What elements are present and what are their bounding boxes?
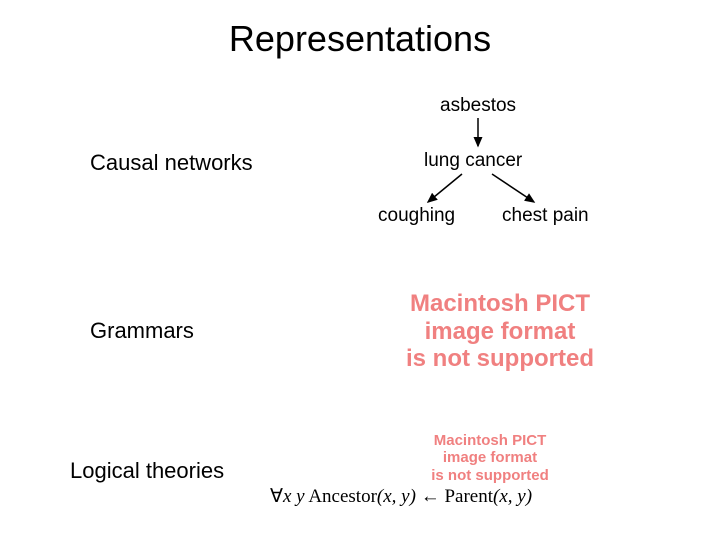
graph-edge (492, 174, 534, 202)
pict-line: is not supported (400, 467, 580, 484)
pict-line: image format (400, 449, 580, 466)
causal-edges (0, 0, 720, 540)
formula-pred2: Parent (444, 486, 493, 507)
pict-line: is not supported (370, 345, 630, 373)
forall-symbol: ∀ (270, 486, 283, 507)
formula-args1: (x, y) (377, 486, 416, 507)
pict-placeholder-small: Macintosh PICT image format is not suppo… (400, 432, 580, 484)
formula-pred1: Ancestor (308, 486, 377, 507)
pict-line: Macintosh PICT (400, 432, 580, 449)
pict-line: image format (370, 318, 630, 346)
formula-vars: x y (283, 486, 305, 507)
pict-line: Macintosh PICT (370, 290, 630, 318)
formula-ancestor: ∀x y Ancestor(x, y) ← Parent(x, y) (270, 485, 532, 508)
formula-arrow: ← (416, 486, 445, 507)
formula-args2: (x, y) (493, 486, 532, 507)
graph-edge (428, 174, 462, 202)
pict-placeholder-large: Macintosh PICT image format is not suppo… (370, 290, 630, 373)
